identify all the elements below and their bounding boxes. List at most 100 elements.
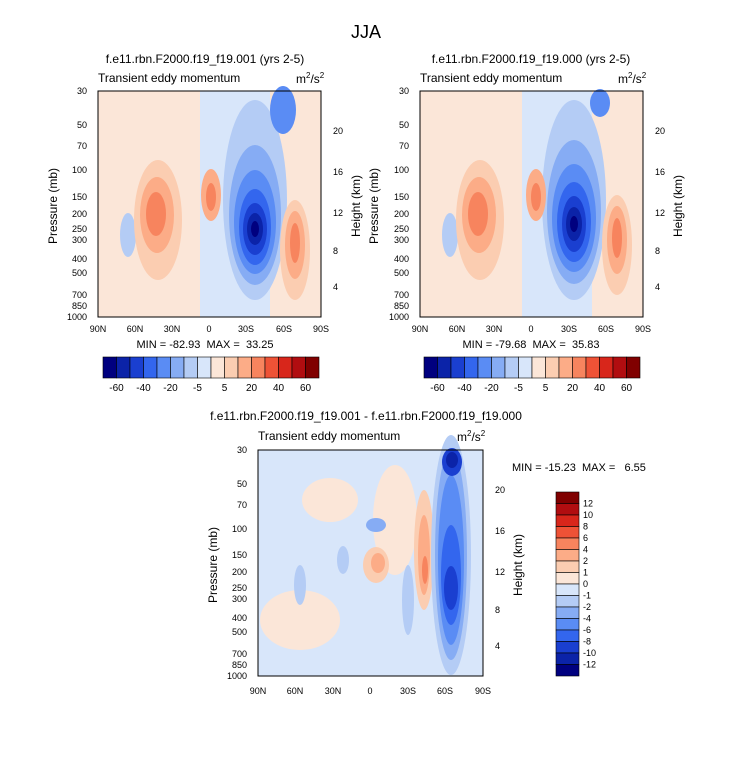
panel-3-y2label: Height (km)	[511, 534, 525, 596]
colorbar-box	[518, 356, 533, 379]
colorbar-label: 8	[583, 522, 588, 532]
colorbar-box	[555, 537, 580, 550]
colorbar-box	[197, 356, 212, 379]
colorbar-label: -40	[457, 383, 472, 394]
colorbar-label: -2	[583, 602, 591, 612]
panel-2-stats: MIN = -79.68 MAX = 35.83	[463, 339, 600, 351]
colorbar-label: -4	[583, 614, 591, 624]
colorbar-box	[291, 356, 306, 379]
colorbar-box	[555, 618, 580, 631]
y2-tick-label: 20	[655, 126, 665, 136]
colorbar-label: 12	[583, 499, 593, 509]
panel-1-x-ticks: 90N 60N 30N 0 30S 60S 90S	[90, 324, 329, 334]
colorbar-label: 1	[583, 568, 588, 578]
y2-tick-label: 20	[333, 126, 343, 136]
y-tick-label: 400	[72, 254, 87, 264]
panel-2-y-ticks: 30 50 70 100 150 200 250 300 400 500 700…	[389, 86, 409, 322]
y2-tick-label: 8	[333, 246, 338, 256]
y2-tick-label: 16	[333, 167, 343, 177]
panel-2-units: m2/s2	[618, 71, 647, 86]
panel-1-contour-pos-c3	[290, 223, 300, 263]
y-tick-label: 500	[72, 268, 87, 278]
colorbar-box	[599, 356, 614, 379]
colorbar-box	[555, 595, 580, 608]
panel-1-units: m2/s2	[296, 71, 325, 86]
panel-3-pos-b3	[422, 556, 428, 584]
colorbar-label: 20	[567, 383, 579, 394]
colorbar-label: 40	[273, 383, 285, 394]
y-tick-label: 500	[394, 268, 409, 278]
colorbar-label: -40	[136, 383, 151, 394]
y-tick-label: 150	[232, 550, 247, 560]
panel-3-neg-patch-4	[402, 565, 414, 635]
colorbar-box	[555, 549, 580, 562]
colorbar-box	[585, 356, 600, 379]
colorbar-label: 2	[583, 556, 588, 566]
panel-3-top-neg-2	[446, 452, 458, 468]
figure-title: JJA	[351, 22, 381, 42]
panel-1: f.e11.rbn.F2000.f19_f19.001 (yrs 2-5) Tr…	[46, 52, 363, 394]
panel-3-frame	[257, 449, 484, 677]
colorbar-box	[264, 356, 279, 379]
colorbar-label: -12	[583, 660, 596, 670]
x-tick-label: 60N	[287, 686, 304, 696]
panel-1-upper-jet	[270, 86, 296, 134]
y2-tick-label: 8	[655, 246, 660, 256]
colorbar-box	[612, 356, 627, 379]
colorbar-label: -6	[583, 625, 591, 635]
panel-1-ylabel: Pressure (mb)	[46, 168, 60, 244]
panel-3-stats: MIN = -15.23 MAX = 6.55	[512, 462, 646, 474]
panel-1-subtitle: Transient eddy momentum	[98, 71, 240, 85]
y-tick-label: 850	[72, 301, 87, 311]
y-tick-label: 70	[77, 141, 87, 151]
panel-2-y2label: Height (km)	[671, 175, 685, 237]
panel-2-title: f.e11.rbn.F2000.f19_f19.000 (yrs 2-5)	[432, 52, 631, 66]
y-tick-label: 250	[232, 583, 247, 593]
colorbar-box	[555, 526, 580, 539]
y-tick-label: 250	[394, 224, 409, 234]
y-tick-label: 70	[399, 141, 409, 151]
panel-1-y2label: Height (km)	[349, 175, 363, 237]
colorbar-box	[102, 356, 117, 379]
panel-2-subtitle: Transient eddy momentum	[420, 71, 562, 85]
colorbar-label: 5	[543, 383, 549, 394]
y-tick-label: 50	[237, 479, 247, 489]
panel-2-colorbar: -60 -40 -20 -5 5 20 40 60	[423, 356, 641, 394]
x-tick-label: 30N	[325, 686, 342, 696]
panel-1-contour-pos-b2	[206, 183, 216, 211]
panel-3-y-ticks: 30 50 70 100 150 200 250 300 400 500 700…	[227, 445, 247, 681]
colorbar-box	[156, 356, 171, 379]
panel-2-field	[420, 89, 643, 317]
y2-tick-label: 4	[655, 282, 660, 292]
colorbar-label: 60	[300, 383, 312, 394]
y2-tick-label: 12	[655, 208, 665, 218]
panel-2-contour-neg-7	[570, 216, 578, 232]
y2-tick-label: 12	[495, 567, 505, 577]
colorbar-label: -8	[583, 637, 591, 647]
y-tick-label: 30	[399, 86, 409, 96]
panel-2: f.e11.rbn.F2000.f19_f19.000 (yrs 2-5) Tr…	[367, 52, 685, 394]
colorbar-box	[555, 629, 580, 642]
panel-2-x-ticks: 90N 60N 30N 0 30S 60S 90S	[412, 324, 651, 334]
y-tick-label: 200	[394, 209, 409, 219]
colorbar-label: -20	[484, 383, 499, 394]
colorbar-box	[555, 664, 580, 677]
colorbar-box	[555, 583, 580, 596]
x-tick-label: 0	[528, 324, 533, 334]
colorbar-box	[477, 356, 492, 379]
panel-1-field	[98, 86, 321, 317]
panel-1-y2-ticks: 20 16 12 8 4	[333, 126, 343, 292]
colorbar-box	[237, 356, 252, 379]
colorbar-box	[555, 560, 580, 573]
panel-3-subtitle: Transient eddy momentum	[258, 429, 400, 443]
y-tick-label: 150	[394, 192, 409, 202]
y-tick-label: 850	[232, 660, 247, 670]
colorbar-label: -10	[583, 648, 596, 658]
y-tick-label: 30	[77, 86, 87, 96]
panel-1-colorbar: -60 -40 -20 -5 5 20 40 60	[102, 356, 320, 394]
colorbar-label: -60	[430, 383, 445, 394]
y-tick-label: 70	[237, 500, 247, 510]
x-tick-label: 0	[367, 686, 372, 696]
panel-3-pos-patch-2	[373, 465, 417, 575]
